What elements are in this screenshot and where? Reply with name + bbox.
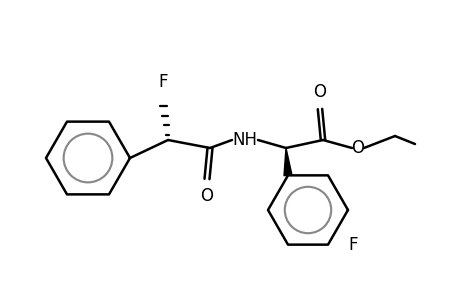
Text: F: F	[158, 73, 168, 91]
Text: F: F	[347, 236, 357, 254]
Text: O: O	[200, 187, 213, 205]
Polygon shape	[283, 148, 291, 176]
Text: NH: NH	[232, 131, 257, 149]
Text: O: O	[351, 139, 364, 157]
Text: O: O	[313, 83, 326, 101]
